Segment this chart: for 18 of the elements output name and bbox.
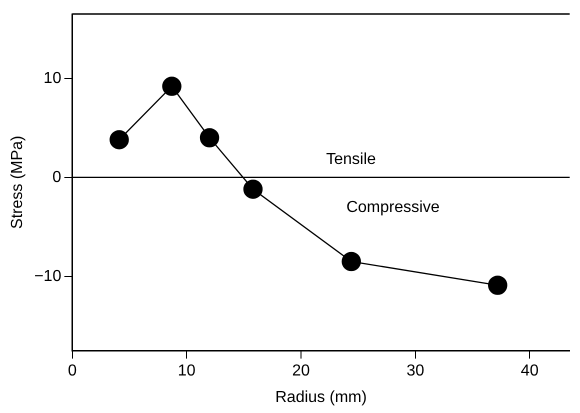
point [488,276,508,295]
y-tick-label: 10 [44,70,62,87]
annotation: Tensile [326,150,376,168]
y-tick-label: −10 [34,268,62,285]
point [110,130,129,150]
x-tick-label: 40 [520,362,539,380]
point [342,252,361,272]
x-axis-title: Radius (mm) [275,388,367,406]
annotation: Compressive [346,198,440,216]
x-tick-label: 0 [68,362,77,380]
point [162,76,182,96]
x-tick-label: 20 [292,362,310,380]
y-axis-title: Stress (MPa) [9,136,26,229]
point [243,180,263,199]
y-tick-label: 0 [52,168,62,186]
point [200,128,220,148]
x-tick-label: 10 [178,362,196,380]
x-tick-label: 30 [406,362,424,380]
